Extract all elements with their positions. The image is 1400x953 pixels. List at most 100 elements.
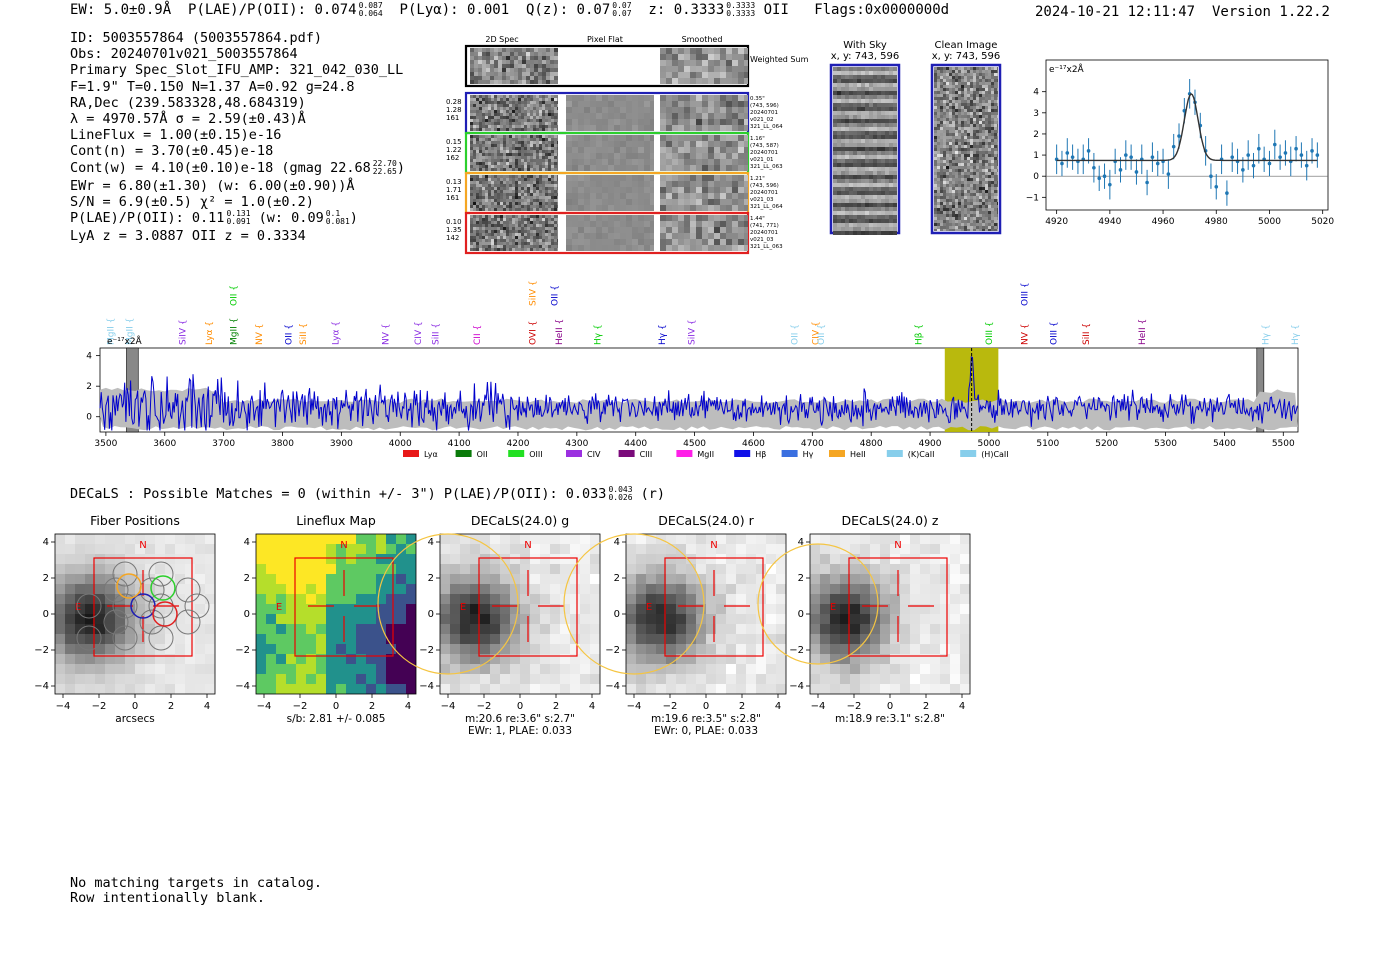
panel-title: Lineflux Map — [296, 513, 376, 528]
cutout-right-label: (743, 596) — [750, 103, 779, 109]
fit-ytick-label: 4 — [1033, 88, 1039, 98]
spectrum-xtick-label: 4600 — [742, 439, 765, 449]
panel-ytick-label: 4 — [43, 537, 49, 548]
fit-point — [1065, 151, 1070, 155]
fit-point — [1129, 155, 1133, 159]
legend-label: (K)CaII — [908, 450, 935, 459]
info-sn: S/N = 6.9(±0.5) χ² = 1.0(±0.2) — [70, 193, 314, 210]
spectrum-ytick-label: 4 — [86, 352, 92, 362]
aperture-box — [664, 557, 764, 657]
cutout-pixel-flat — [566, 95, 654, 131]
legend-swatch — [734, 450, 751, 457]
detection-info: ID: 5003557864 (5003557864.pdf) Obs: 202… — [70, 30, 405, 244]
fit-curve — [1056, 93, 1318, 162]
col-title-smoothed: Smoothed — [682, 35, 723, 44]
fit-point — [1102, 174, 1107, 178]
cutout-right-label: 20240701 — [750, 110, 778, 116]
spectrum-xtick-label: 3900 — [330, 439, 353, 449]
line-id-label: OIII { — [985, 321, 995, 345]
cutout-smoothed — [660, 215, 748, 251]
compass-north: N — [894, 540, 901, 551]
legend-label: CIII — [640, 450, 653, 459]
panel-caption: s/b: 2.81 +/- 0.085 — [287, 713, 386, 725]
sky-images: With Sky x, y: 743, 596 Clean Image x, y… — [829, 40, 1002, 235]
fiber-highlight — [152, 601, 178, 627]
panel-ytick-label: −2 — [789, 645, 804, 656]
panel-caption: arcsecs — [115, 713, 154, 725]
fit-point — [1257, 146, 1261, 151]
info-plae: P(LAE)/P(OII): 0.11 0.131 0.091 (w: 0.09 0.… — [70, 209, 358, 227]
fit-point — [1171, 144, 1176, 149]
cutout-left-label: 162 — [446, 154, 459, 162]
info-plae-range: 0.131 0.091 — [226, 209, 251, 227]
spectrum-xtick-label: 5000 — [977, 439, 1000, 449]
fit-point — [1299, 153, 1304, 157]
fit-point — [1214, 184, 1219, 189]
cutout-right-label: v021_02 — [750, 117, 774, 123]
spectrum-xtick-label: 3800 — [271, 439, 294, 449]
panel-xtick-label: 0 — [517, 701, 523, 712]
cutout-2d-spec — [470, 175, 558, 211]
panel-image — [256, 534, 416, 694]
cutout-left-label: 0.10 — [446, 218, 462, 226]
legend-swatch — [618, 450, 635, 457]
panel-xtick-label: 4 — [405, 701, 411, 712]
line-id-label: NV { — [382, 324, 392, 345]
panel-caption: m:20.6 re:3.6" s:2.7" — [465, 713, 575, 725]
compass-east: E — [276, 602, 282, 613]
cutout-pixel-flat — [566, 175, 654, 211]
with-sky-image — [833, 67, 897, 235]
panel-ytick-label: −2 — [419, 645, 434, 656]
spectra-cutouts: 2D Spec Pixel Flat Smoothed 0.281.281610… — [446, 35, 809, 255]
panel-ytick-label: −2 — [605, 645, 620, 656]
line-id-label: SiII { — [1082, 323, 1092, 345]
panel-ytick-label: −2 — [34, 645, 49, 656]
decals-header: DECaLS : Possible Matches = 0 (within +/… — [70, 485, 666, 503]
masked-region — [1256, 347, 1265, 433]
panel-xtick-label: 4 — [775, 701, 781, 712]
legend-label: HeII — [850, 450, 866, 459]
spectrum-xtick-label: 4300 — [565, 439, 588, 449]
cutout-right-label: (743, 596) — [750, 183, 779, 189]
compass-north: N — [139, 540, 146, 551]
legend-swatch — [676, 450, 693, 457]
decals-panel: Fiber Positions N E −4 4 −2 2 0 0 2 −2 4 −4 arcsecs — [34, 513, 216, 725]
line-id-label: HeII { — [555, 319, 565, 345]
line-id-label: OIII { — [1050, 321, 1060, 345]
fit-point — [1278, 155, 1282, 159]
aperture-box — [478, 557, 578, 657]
panel-ytick-label: 4 — [614, 537, 620, 548]
aperture-box — [93, 557, 193, 657]
info-ewr: EWr = 6.80(±1.30) (w: 6.00(±0.90))Å — [70, 177, 355, 194]
panel-ytick-label: 4 — [428, 537, 434, 548]
legend-label: OII — [477, 450, 488, 459]
panel-image — [440, 534, 600, 694]
fit-point — [1209, 174, 1213, 178]
info-obs: Obs: 20240701v021_5003557864 — [70, 46, 298, 63]
line-id-label: OIII { — [1020, 282, 1030, 306]
spectrum-line — [99, 356, 1298, 431]
panel-xtick-label: −2 — [477, 701, 492, 712]
info-plae-w-range: 0.1 0.081 — [325, 209, 350, 227]
header-ew: EW: 5.0±0.9Å — [70, 2, 172, 18]
decals-panel: DECaLS(24.0) r N E −4 4 −2 2 0 0 2 −2 4 −4 m:19.6 re:… — [563, 513, 787, 737]
cutout-right-label: 0.35" — [750, 96, 765, 102]
line-id-label: MgII { — [125, 318, 135, 345]
fit-point — [1315, 153, 1320, 157]
fit-point — [1155, 161, 1160, 166]
fit-point — [1230, 155, 1235, 159]
legend-label: Lyα — [424, 450, 438, 459]
legend-swatch — [781, 450, 798, 457]
fit-point — [1294, 146, 1298, 151]
panel-xtick-label: 2 — [369, 701, 375, 712]
cutout-left-label: 0.13 — [446, 178, 462, 186]
panel-ytick-label: −4 — [235, 681, 250, 692]
header-plya: P(Lyα): 0.001 — [399, 2, 510, 18]
compass-east: E — [460, 602, 466, 613]
fit-point — [1124, 153, 1128, 157]
legend-swatch — [886, 450, 903, 457]
panel-ytick-label: 2 — [43, 573, 49, 584]
aperture-box — [848, 557, 948, 657]
legend-label: Hγ — [803, 450, 814, 459]
cutout-left-label: 0.15 — [446, 138, 462, 146]
